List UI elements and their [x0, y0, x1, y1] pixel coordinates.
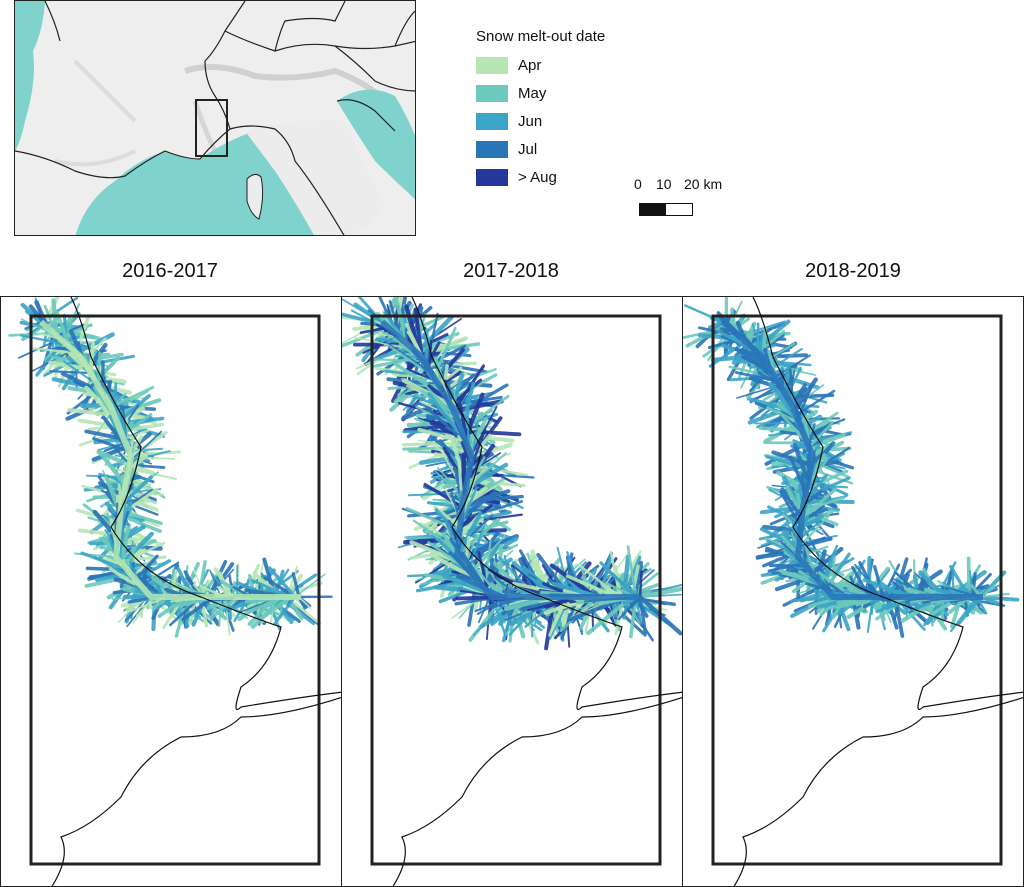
scale-bar: 0 10 20 km: [634, 176, 722, 220]
legend: Snow melt-out date Apr May Jun Jul > Aug: [476, 28, 605, 191]
study-area-frame: [370, 314, 662, 866]
legend-swatch: [476, 56, 508, 74]
legend-label: > Aug: [518, 168, 557, 186]
snow-cover-layer: [342, 297, 682, 651]
main-ridge: [39, 319, 301, 600]
coastline: [733, 696, 1023, 886]
snow-cover-layer: [683, 297, 1020, 638]
scale-segment-white: [666, 204, 692, 215]
legend-title: Snow melt-out date: [476, 28, 606, 45]
corsica-island: [246, 173, 264, 220]
legend-label: Jul: [518, 140, 538, 158]
scale-label-10: 10: [656, 176, 672, 192]
border-line: [752, 297, 1023, 711]
coastline: [51, 696, 341, 886]
border-line: [411, 297, 682, 711]
snow-cover-layer: [8, 297, 333, 638]
adriatic-sea: [337, 89, 415, 200]
main-ridge: [380, 319, 642, 600]
snow-map-2018-2019: [683, 297, 1023, 886]
legend-item-aug: > Aug: [476, 163, 605, 191]
atlantic-sea: [15, 1, 45, 151]
border-line: [70, 297, 341, 711]
study-area-frame: [711, 314, 1003, 866]
scale-label-20: 20 km: [684, 176, 723, 192]
map-panel-2017-2018: [341, 296, 683, 887]
map-panel-2016-2017: [0, 296, 342, 887]
scale-label-0: 0: [634, 176, 642, 192]
study-area-frame: [29, 314, 321, 866]
scale-labels: 0 10 20 km: [634, 176, 722, 196]
legend-swatch: [476, 112, 508, 130]
legend-swatch: [476, 168, 508, 186]
country-borders: [15, 1, 415, 235]
study-area-box: [195, 99, 228, 157]
legend-item-may: May: [476, 79, 605, 107]
italy-land: [245, 118, 385, 235]
panel-title-3: 2018-2019: [805, 260, 901, 282]
legend-label: Jun: [518, 112, 543, 130]
legend-swatch: [476, 140, 508, 158]
overview-map-svg: [15, 1, 415, 235]
scale-track: [639, 203, 693, 216]
legend-item-jun: Jun: [476, 107, 605, 135]
legend-swatch: [476, 84, 508, 102]
legend-item-jul: Jul: [476, 135, 605, 163]
scale-segment-black: [640, 204, 666, 215]
panel-title-2: 2017-2018: [463, 260, 559, 282]
panel-title-1: 2016-2017: [122, 260, 218, 282]
map-panel-2018-2019: [682, 296, 1024, 887]
overview-inset-map: [14, 0, 416, 236]
legend-item-apr: Apr: [476, 51, 605, 79]
snow-map-2016-2017: [8, 297, 341, 886]
snow-map-2017-2018: [342, 297, 682, 886]
coastline: [392, 696, 682, 886]
main-ridge: [721, 319, 983, 600]
legend-label: Apr: [518, 56, 542, 74]
legend-label: May: [518, 84, 547, 102]
